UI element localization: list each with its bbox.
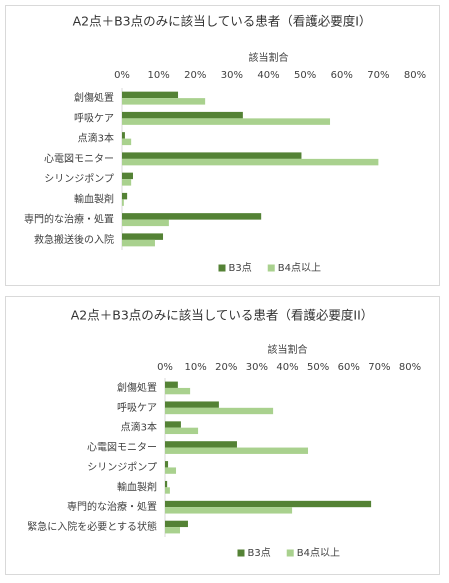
y-tick-label: 専門的な治療・処置 <box>24 213 114 226</box>
x-axis-title: 該当割合 <box>268 343 308 356</box>
x-tick-label: 70% <box>368 362 390 373</box>
y-tick-label: 心電図モニター <box>44 153 114 165</box>
x-axis-title: 該当割合 <box>249 51 289 64</box>
bar <box>165 421 181 428</box>
bar <box>122 179 132 186</box>
chart-frame <box>5 5 440 286</box>
chart-title: A2点＋B3点のみに該当している患者（看護必要度I） <box>73 14 372 29</box>
bar <box>165 507 293 514</box>
bar <box>122 233 164 240</box>
bar <box>165 461 169 468</box>
bar <box>122 152 302 159</box>
y-tick-label: 創傷処置 <box>74 91 114 104</box>
x-tick-label: 0% <box>157 362 173 373</box>
x-tick-label: 10% <box>148 70 170 81</box>
bar <box>165 401 219 408</box>
y-tick-label: 創傷処置 <box>117 381 157 394</box>
x-tick-label: 10% <box>185 362 207 373</box>
y-tick-label: 専門的な治療・処置 <box>67 500 157 513</box>
legend-label: B4点以上 <box>278 262 321 274</box>
chart-frame <box>5 296 440 575</box>
chart-title: A2点＋B3点のみに該当している患者（看護必要度II） <box>71 308 374 323</box>
x-tick-label: 50% <box>307 362 329 373</box>
bar <box>165 387 191 395</box>
legend-swatch <box>286 549 294 557</box>
y-tick-label: シリンジポンプ <box>87 461 157 473</box>
bar <box>122 118 331 125</box>
legend-swatch <box>218 264 226 272</box>
x-tick-label: 70% <box>367 70 389 81</box>
x-tick-label: 80% <box>404 70 426 81</box>
y-tick-label: 呼吸ケア <box>74 112 114 124</box>
y-tick-label: 輸血製剤 <box>117 480 157 493</box>
bar <box>122 132 125 139</box>
y-tick-label: 呼吸ケア <box>117 402 157 414</box>
x-tick-label: 0% <box>114 70 130 81</box>
x-tick-label: 30% <box>246 362 268 373</box>
x-tick-label: 60% <box>338 362 360 373</box>
x-tick-label: 80% <box>399 362 421 373</box>
y-tick-label: 救急搬送後の入院 <box>34 233 114 246</box>
bar <box>122 239 155 247</box>
y-tick-label: 輸血製剤 <box>74 192 114 205</box>
x-tick-label: 40% <box>276 362 298 373</box>
bar <box>122 172 133 180</box>
bar <box>165 447 309 454</box>
legend-label: B3点 <box>229 262 252 274</box>
bar <box>122 219 169 227</box>
x-tick-label: 30% <box>221 70 243 81</box>
legend-label: B4点以上 <box>297 547 340 559</box>
y-tick-label: 点滴3本 <box>78 132 114 145</box>
bar <box>165 527 181 534</box>
legend-label: B3点 <box>248 547 271 559</box>
bar <box>165 500 372 508</box>
bar <box>122 192 128 200</box>
x-tick-label: 20% <box>184 70 206 81</box>
bar <box>122 98 206 105</box>
bar <box>165 480 168 488</box>
bar <box>122 213 262 220</box>
bar <box>165 441 237 448</box>
y-tick-label: 点滴3本 <box>121 421 157 434</box>
bar <box>122 199 124 206</box>
legend-swatch <box>237 549 245 557</box>
legend-swatch <box>267 264 275 272</box>
x-tick-label: 20% <box>215 362 237 373</box>
x-tick-label: 50% <box>294 70 316 81</box>
y-tick-label: 心電図モニター <box>87 442 157 454</box>
bar <box>165 467 177 474</box>
bar <box>165 427 199 435</box>
x-tick-label: 40% <box>257 70 279 81</box>
bar <box>122 111 243 119</box>
bar <box>122 138 132 146</box>
y-tick-label: シリンジポンプ <box>44 173 114 185</box>
bar <box>165 407 274 415</box>
y-tick-label: 緊急に入院を必要とする状態 <box>27 520 157 533</box>
x-tick-label: 60% <box>331 70 353 81</box>
bar <box>122 158 379 166</box>
bar <box>165 381 178 388</box>
bar <box>122 91 179 99</box>
bar <box>165 487 170 494</box>
bar <box>165 520 188 528</box>
